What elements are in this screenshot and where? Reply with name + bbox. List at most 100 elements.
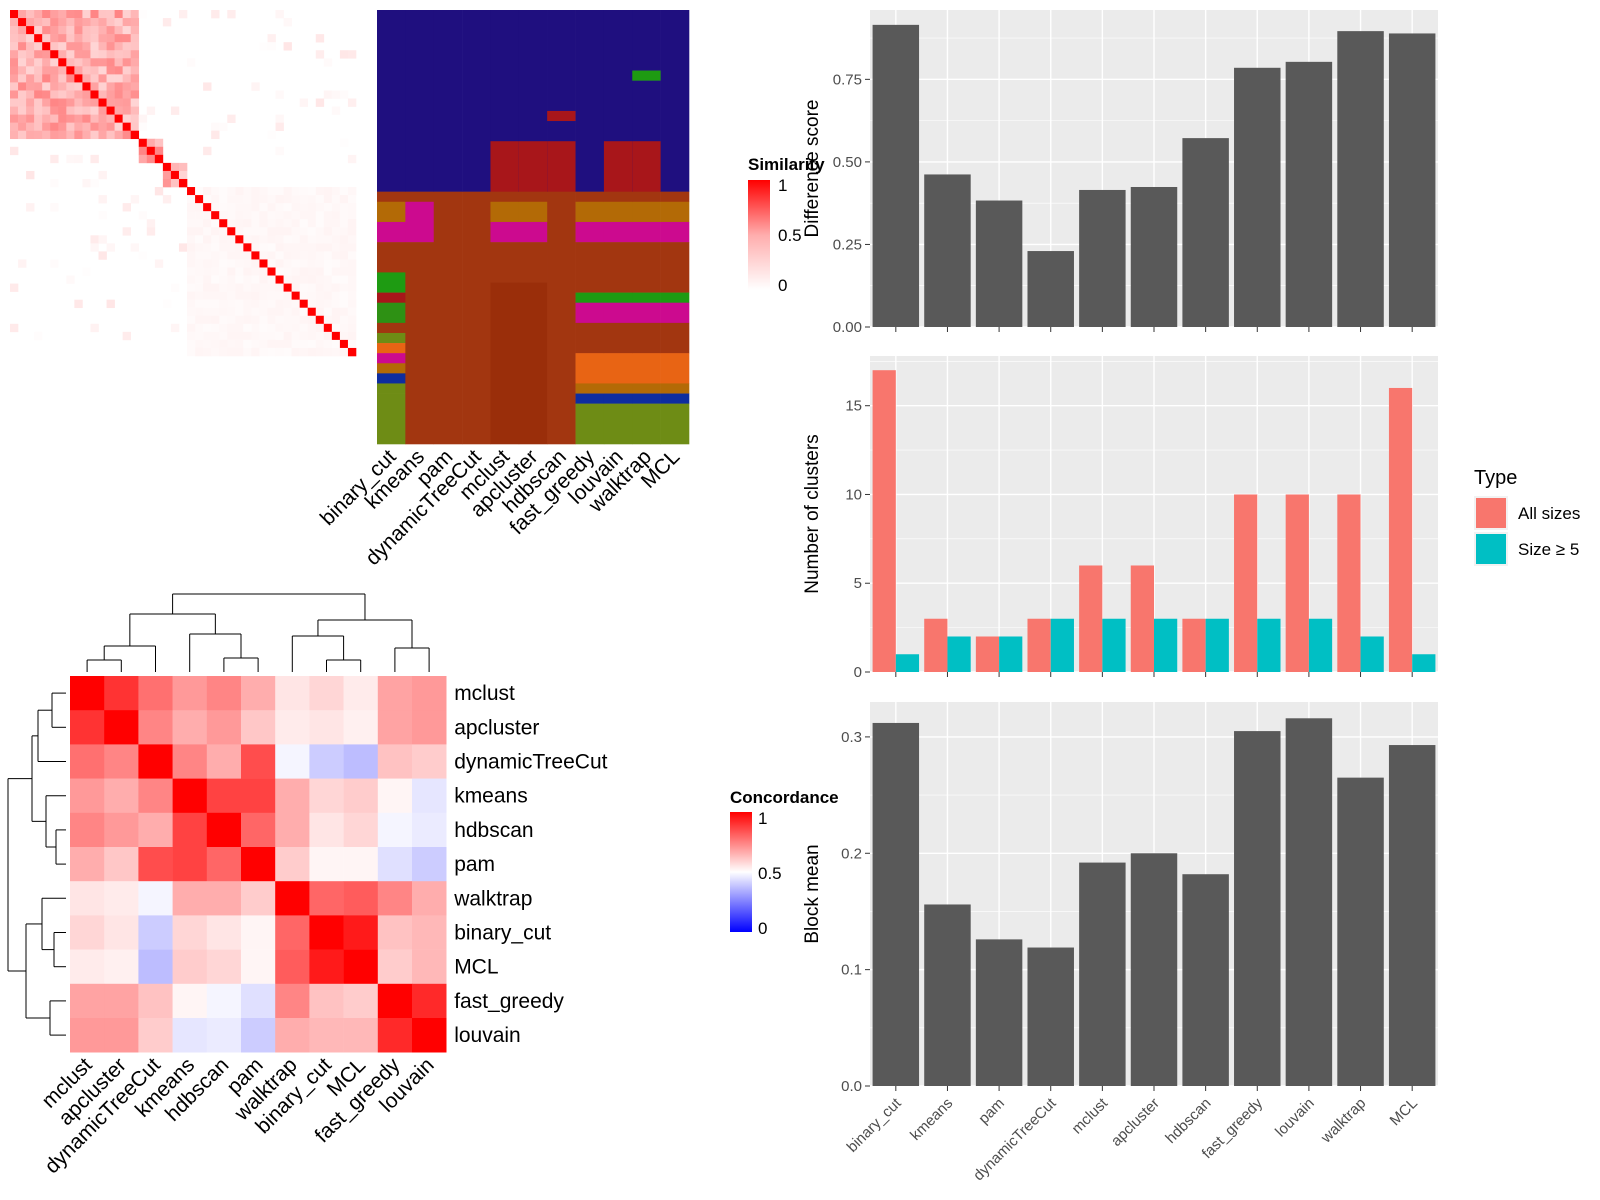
concordance-cell <box>343 983 379 1019</box>
similarity-cell <box>130 98 140 107</box>
similarity-cell <box>235 203 244 212</box>
similarity-cell <box>267 243 276 252</box>
similarity-cell <box>219 251 228 260</box>
similarity-cell <box>82 178 91 188</box>
concordance-legend-tick: 1 <box>758 809 767 828</box>
similarity-cell <box>138 122 148 131</box>
similarity-cell <box>339 299 349 309</box>
similarity-cell <box>82 18 91 27</box>
similarity-cell <box>259 259 268 268</box>
similarity-cell <box>138 211 148 220</box>
similarity-cell <box>10 146 19 156</box>
similarity-cell <box>331 331 341 341</box>
similarity-cell <box>42 34 51 43</box>
concordance-cell <box>343 812 379 848</box>
concordance-cell <box>206 1018 242 1053</box>
concordance-cell <box>275 812 310 848</box>
label-cell-block <box>377 363 406 374</box>
similarity-cell <box>283 243 292 252</box>
similarity-cell <box>315 299 325 309</box>
label-cell-block <box>462 191 491 445</box>
similarity-cell <box>275 187 284 196</box>
similarity-cell <box>130 18 140 27</box>
similarity-cell <box>50 154 59 164</box>
similarity-cell <box>307 347 317 357</box>
bar <box>1079 189 1126 327</box>
similarity-legend: Similarity 1 0.5 0 <box>748 155 825 295</box>
similarity-cell <box>307 235 317 244</box>
similarity-cell <box>267 347 276 357</box>
similarity-cell <box>10 74 19 83</box>
similarity-cell <box>98 195 107 204</box>
concordance-cell <box>138 778 173 814</box>
x-tick-label: MCL <box>1387 1095 1421 1129</box>
similarity-cell <box>299 187 309 196</box>
similarity-cell <box>347 154 357 164</box>
similarity-cell <box>82 50 91 59</box>
similarity-cell <box>74 34 83 43</box>
similarity-cell <box>339 275 349 284</box>
concordance-cell <box>206 847 242 882</box>
similarity-cell <box>235 227 244 236</box>
concordance-cell <box>206 915 242 950</box>
label-cell-block <box>603 403 633 445</box>
label-cell-block <box>518 221 548 243</box>
similarity-cell <box>187 219 196 228</box>
similarity-cell <box>283 227 292 236</box>
similarity-cell <box>299 219 309 228</box>
similarity-cell <box>138 251 148 260</box>
similarity-cell <box>243 195 252 204</box>
similarity-cell <box>74 90 83 99</box>
similarity-cell <box>122 34 131 43</box>
similarity-cell <box>339 323 349 333</box>
similarity-cell <box>251 291 260 300</box>
bar <box>1027 947 1074 1086</box>
similarity-cell <box>98 251 107 260</box>
similarity-cell <box>187 291 196 300</box>
concordance-row-label: kmeans <box>454 785 528 808</box>
similarity-cell <box>267 331 276 341</box>
similarity-cell <box>50 50 59 59</box>
similarity-cell <box>219 339 228 349</box>
similarity-cell <box>307 299 317 309</box>
concordance-cell <box>343 676 379 711</box>
similarity-cell <box>227 307 236 317</box>
concordance-cell <box>412 1018 447 1053</box>
similarity-cell <box>307 331 317 341</box>
similarity-cell <box>34 58 43 67</box>
similarity-cell <box>66 114 75 123</box>
bar <box>1337 31 1384 328</box>
similarity-cell <box>66 74 75 83</box>
concordance-cell <box>138 847 173 882</box>
similarity-cell <box>275 211 284 220</box>
similarity-cell <box>283 347 292 357</box>
concordance-cell <box>138 676 173 711</box>
concordance-cell <box>309 847 344 882</box>
label-cell-block <box>405 242 435 445</box>
similarity-cell <box>178 243 188 252</box>
similarity-cell <box>106 18 115 27</box>
concordance-cell <box>104 812 139 848</box>
similarity-cell <box>331 203 341 212</box>
concordance-cell <box>138 812 173 848</box>
concordance-cell <box>206 710 242 745</box>
similarity-cell <box>195 275 204 284</box>
similarity-cell <box>130 42 140 51</box>
similarity-cell <box>251 331 260 341</box>
similarity-cell <box>331 299 341 309</box>
label-cell-block <box>377 201 406 223</box>
similarity-cell <box>66 34 75 43</box>
similarity-cell <box>162 162 172 172</box>
y-tick-label: 0.00 <box>833 319 862 336</box>
similarity-cell <box>323 235 333 244</box>
similarity-cell <box>74 58 83 67</box>
similarity-cell <box>227 347 236 357</box>
similarity-cell <box>227 195 236 204</box>
similarity-cell <box>275 347 284 357</box>
similarity-cell <box>227 187 236 196</box>
concordance-cell <box>309 812 344 848</box>
concordance-cell <box>275 676 310 711</box>
similarity-cell <box>187 299 196 309</box>
label-cell-block <box>660 191 690 203</box>
similarity-cell <box>74 18 83 27</box>
